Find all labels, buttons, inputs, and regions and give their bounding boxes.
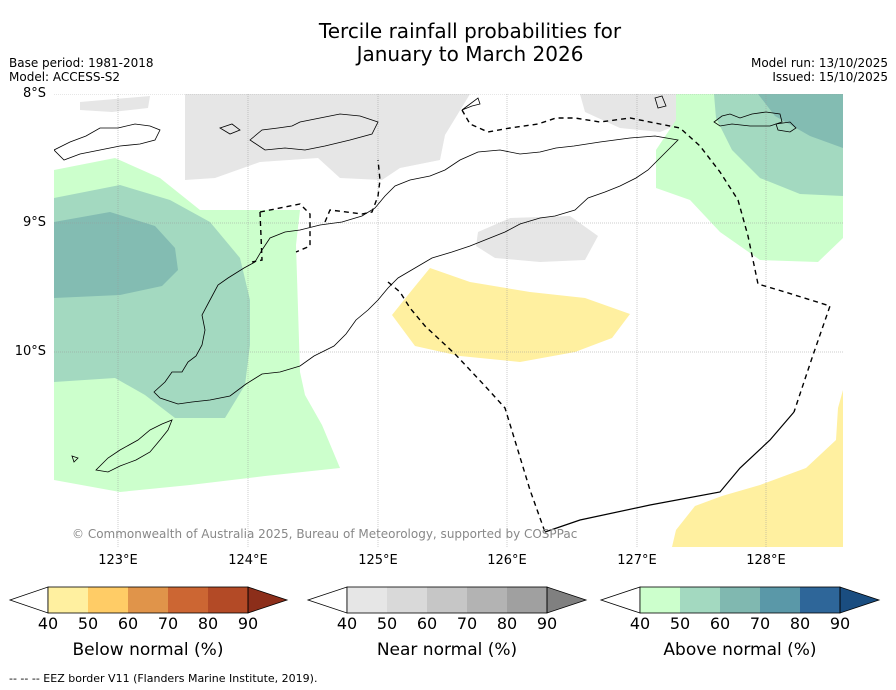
near-tick: 40 xyxy=(336,614,358,633)
colorbar-below-frame xyxy=(47,586,249,614)
lon-label-123e: 123°E xyxy=(98,553,138,568)
colorbar-above-extend-high xyxy=(839,586,881,614)
above-normal-region-west-60 xyxy=(54,212,178,298)
below-tick: 80 xyxy=(197,614,219,633)
colorbar-above-bin-4 xyxy=(760,587,800,613)
below-tick: 60 xyxy=(117,614,139,633)
near-tick: 60 xyxy=(416,614,438,633)
colorbar-above-bin-2 xyxy=(680,587,720,613)
above-tick: 90 xyxy=(829,614,851,633)
map-layers xyxy=(54,94,843,547)
colorbar-near-bin-3 xyxy=(427,587,467,613)
meta-left: Base period: 1981-2018 Model: ACCESS-S2 xyxy=(9,56,154,84)
near-normal-region-north xyxy=(185,94,470,180)
wetar-coastline xyxy=(461,97,481,111)
copyright-credit: © Commonwealth of Australia 2025, Bureau… xyxy=(72,527,578,541)
lon-label-125e: 125°E xyxy=(358,553,398,568)
eez-footnote: -- -- -- EEZ border V11 (Flanders Marine… xyxy=(9,672,318,685)
eez-border xyxy=(251,109,831,533)
model-run: Model run: 13/10/2025 xyxy=(750,56,888,70)
colorbar-above-bin-1 xyxy=(640,587,680,613)
timor-coastline xyxy=(153,135,679,405)
eez-border-solid xyxy=(544,411,795,533)
below-normal-legend-title: Below normal (%) xyxy=(72,640,224,660)
rote-coastline xyxy=(95,419,173,473)
colorbar-near-normal xyxy=(306,586,588,614)
colorbar-near-frame xyxy=(346,586,548,614)
lat-label-8s: 8°S xyxy=(22,86,46,101)
below-tick: 50 xyxy=(77,614,99,633)
below-tick: 40 xyxy=(37,614,59,633)
colorbar-above-bin-5 xyxy=(800,587,840,613)
near-normal-region-northwest xyxy=(80,96,150,112)
island-small-5 xyxy=(71,455,79,463)
colorbar-near-bin-5 xyxy=(507,587,547,613)
colorbar-below-extend-high xyxy=(247,586,289,614)
colorbar-near-extend-high xyxy=(546,586,588,614)
colorbar-below-extend-low xyxy=(8,586,49,614)
near-tick: 50 xyxy=(376,614,398,633)
below-normal-region-southeast xyxy=(672,390,843,547)
meta-right: Model run: 13/10/2025 Issued: 15/10/2025 xyxy=(751,56,888,84)
above-normal-legend-title: Above normal (%) xyxy=(663,640,817,660)
lat-label-10s: 10°S xyxy=(14,344,46,359)
coastlines xyxy=(54,95,797,473)
near-normal-region-northeast xyxy=(580,94,700,132)
above-normal-region-northeast-60 xyxy=(758,94,843,148)
colorbar-below-bin-2 xyxy=(88,587,128,613)
near-normal-legend-title: Near normal (%) xyxy=(376,640,518,660)
title-line-1: Tercile rainfall probabilities for xyxy=(318,19,622,43)
colorbar-below-normal xyxy=(8,586,289,614)
below-normal-region-central xyxy=(392,268,630,362)
colorbar-below-bin-4 xyxy=(168,587,208,613)
island-small-3 xyxy=(654,95,667,109)
colorbar-above-bin-3 xyxy=(720,587,760,613)
lon-label-126e: 126°E xyxy=(487,553,527,568)
colorbar-near-bin-1 xyxy=(347,587,387,613)
near-normal-region-central xyxy=(476,216,598,262)
colorbar-above-normal xyxy=(599,586,881,614)
colorbar-above-extend-low xyxy=(599,586,641,614)
colorbar-below-bin-3 xyxy=(128,587,168,613)
lon-label-124e: 124°E xyxy=(228,553,268,568)
colorbar-near-bin-2 xyxy=(387,587,427,613)
above-tick: 80 xyxy=(789,614,811,633)
island-small-1 xyxy=(713,111,783,127)
near-tick: 90 xyxy=(536,614,558,633)
above-tick: 70 xyxy=(749,614,771,633)
near-tick: 80 xyxy=(496,614,518,633)
lon-label-128e: 128°E xyxy=(746,553,786,568)
colorbar-above-frame xyxy=(639,586,841,614)
lat-label-9s: 9°S xyxy=(22,215,46,230)
above-tick: 60 xyxy=(709,614,731,633)
graticule xyxy=(54,94,843,547)
above-tick: 40 xyxy=(629,614,651,633)
above-tick: 50 xyxy=(669,614,691,633)
colorbar-near-bin-4 xyxy=(467,587,507,613)
map-title: Tercile rainfall probabilities for Janua… xyxy=(0,20,896,66)
colorbar-below-bin-5 xyxy=(208,587,248,613)
alor-coastline xyxy=(249,113,379,151)
below-tick: 90 xyxy=(237,614,259,633)
model-name: Model: ACCESS-S2 xyxy=(9,70,121,84)
flores-coastline xyxy=(54,123,161,161)
issued-date: Issued: 15/10/2025 xyxy=(772,70,888,84)
island-small-2 xyxy=(775,121,797,133)
below-tick: 70 xyxy=(157,614,179,633)
near-tick: 70 xyxy=(456,614,478,633)
island-small-4 xyxy=(219,123,241,135)
colorbar-near-extend-low xyxy=(306,586,348,614)
lon-label-127e: 127°E xyxy=(617,553,657,568)
colorbar-below-bin-1 xyxy=(48,587,88,613)
base-period: Base period: 1981-2018 xyxy=(9,56,154,70)
title-line-2: January to March 2026 xyxy=(356,42,584,66)
